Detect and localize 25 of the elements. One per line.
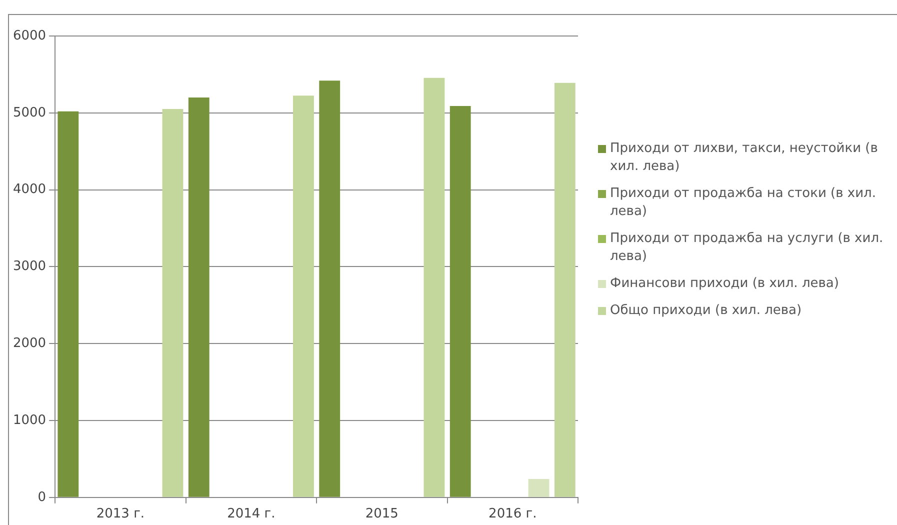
bar (188, 98, 210, 497)
bar (424, 78, 445, 497)
bar (162, 109, 184, 497)
legend-label: Общо приходи (в хил. лева) (610, 302, 802, 320)
y-tick-label: 1000 (12, 412, 46, 428)
legend-label: Приходи от лихви, такси, неустойки (в хил. лева) (610, 140, 879, 176)
legend-label: Приходи от продажба на услуги (в хил. лева) (610, 230, 884, 266)
y-tick-label: 4000 (12, 182, 46, 198)
y-tick-label: 5000 (12, 105, 46, 120)
y-tick-label: 0 (38, 490, 46, 505)
legend-label: Приходи от продажба на стоки (в хил. лева) (610, 185, 877, 221)
x-tick-label: 2014 г. (227, 506, 276, 522)
x-tick-label: 2015 (365, 506, 398, 522)
bar (319, 80, 340, 497)
bar (554, 82, 576, 497)
bar (450, 106, 471, 497)
legend-label: Финансови приходи (в хил. лева) (610, 275, 839, 293)
bar (528, 478, 550, 497)
y-tick-label: 2000 (12, 336, 46, 351)
y-tick-label: 6000 (12, 28, 46, 44)
x-tick-label: 2013 г. (96, 506, 145, 522)
y-tick-label: 3000 (12, 259, 46, 274)
bar (293, 96, 314, 497)
bar (58, 111, 79, 497)
x-tick-label: 2016 г. (488, 506, 537, 522)
